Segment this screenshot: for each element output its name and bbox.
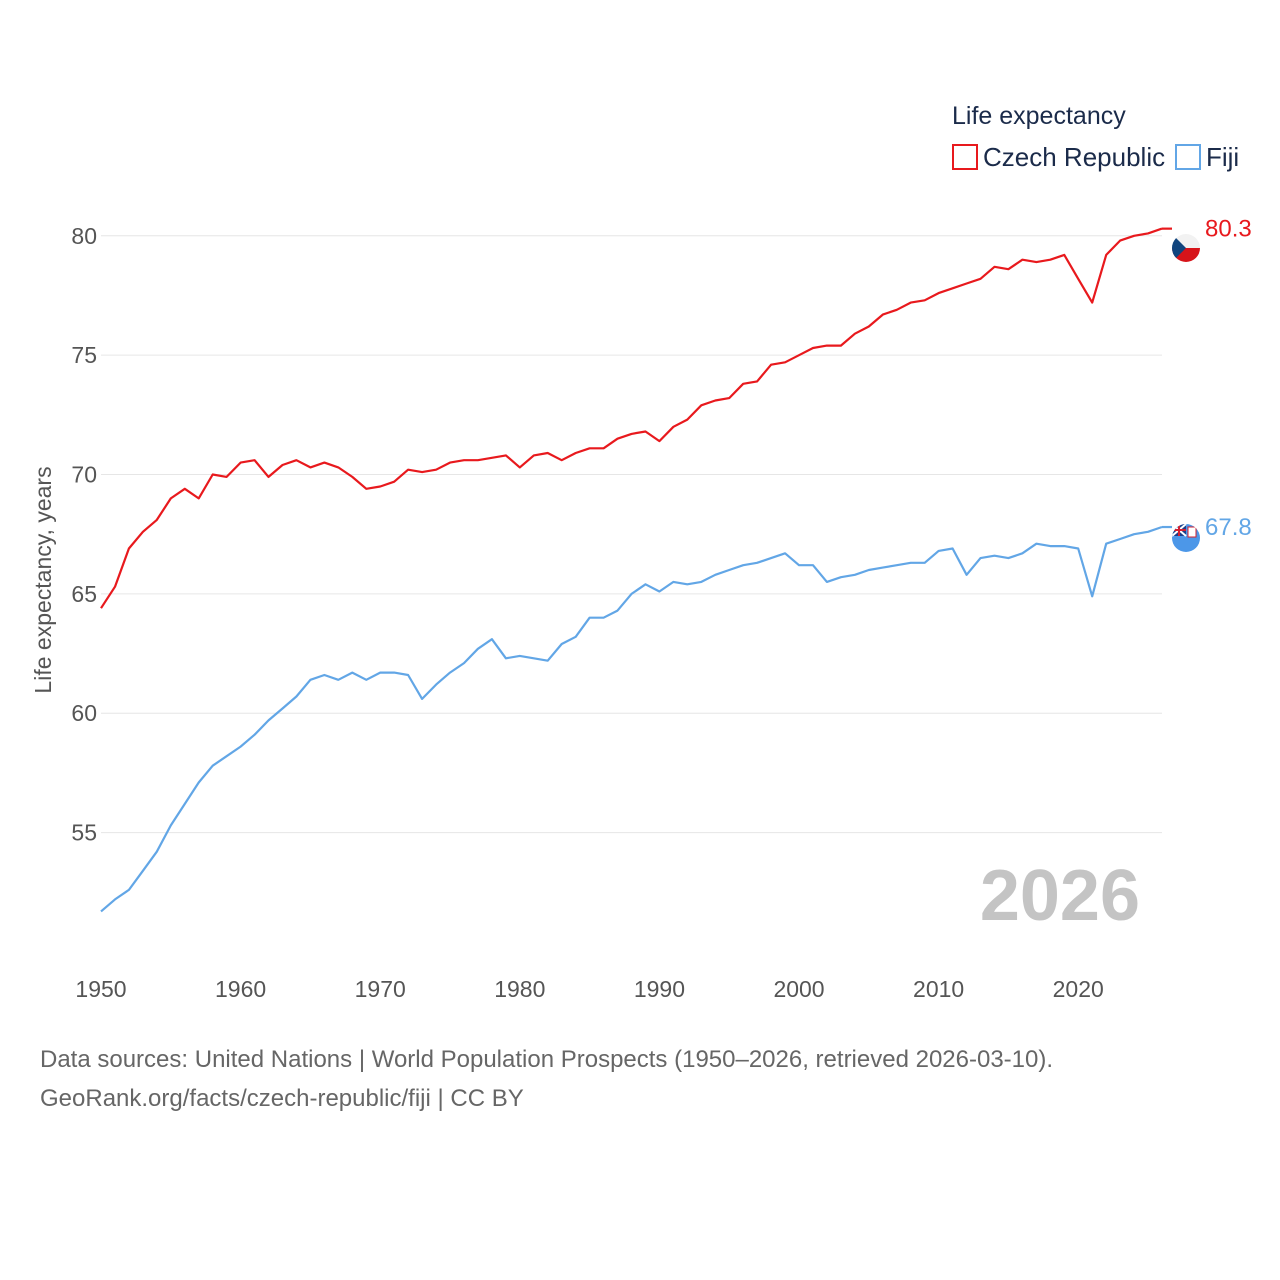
x-tick-label: 2020 <box>1053 976 1104 1002</box>
y-tick-label: 55 <box>71 820 97 846</box>
x-axis-ticks: 1950 1960 1970 1980 1990 2000 2010 2020 <box>75 976 1103 1002</box>
y-tick-label: 80 <box>71 223 97 249</box>
x-tick-label: 1980 <box>494 976 545 1002</box>
y-tick-label: 75 <box>71 342 97 368</box>
legend: Life expectancy Czech Republic Fiji <box>952 102 1239 172</box>
legend-title: Life expectancy <box>952 102 1126 130</box>
legend-label-czech-republic: Czech Republic <box>983 142 1165 172</box>
end-value-label-czech-republic: 80.3 <box>1205 216 1252 243</box>
y-tick-label: 60 <box>71 700 97 726</box>
y-axis-label: Life expectancy, years <box>30 466 56 693</box>
year-label: 2026 <box>980 856 1140 936</box>
series-line-fiji[interactable] <box>100 525 1163 913</box>
x-tick-label: 1990 <box>634 976 685 1002</box>
gridlines <box>101 235 1162 834</box>
x-tick-label: 2000 <box>773 976 824 1002</box>
y-tick-label: 65 <box>71 581 97 607</box>
legend-swatch-fiji <box>1175 144 1201 170</box>
legend-label-fiji: Fiji <box>1206 142 1239 172</box>
x-tick-label: 1960 <box>215 976 266 1002</box>
end-markers: 80.3 67.8 <box>1162 216 1252 541</box>
y-tick-label: 70 <box>71 462 97 488</box>
x-tick-label: 2010 <box>913 976 964 1002</box>
end-value-label-fiji: 67.8 <box>1205 514 1252 541</box>
legend-item-fiji[interactable]: Fiji <box>1175 142 1239 172</box>
y-axis-ticks: 55 60 65 70 75 80 <box>71 223 97 846</box>
legend-swatch-czech-republic <box>952 144 978 170</box>
footer-url-line[interactable]: GeoRank.org/facts/czech-republic/fiji | … <box>40 1085 524 1112</box>
series-lines <box>100 227 1163 913</box>
czech-flag-icon <box>1172 234 1200 262</box>
fiji-flag-icon <box>1172 524 1200 552</box>
x-tick-label: 1970 <box>355 976 406 1002</box>
footer-source-line: Data sources: United Nations | World Pop… <box>40 1046 1054 1073</box>
legend-item-czech-republic[interactable]: Czech Republic <box>952 142 1165 172</box>
x-tick-label: 1950 <box>75 976 126 1002</box>
series-line-czech-republic[interactable] <box>100 227 1163 609</box>
